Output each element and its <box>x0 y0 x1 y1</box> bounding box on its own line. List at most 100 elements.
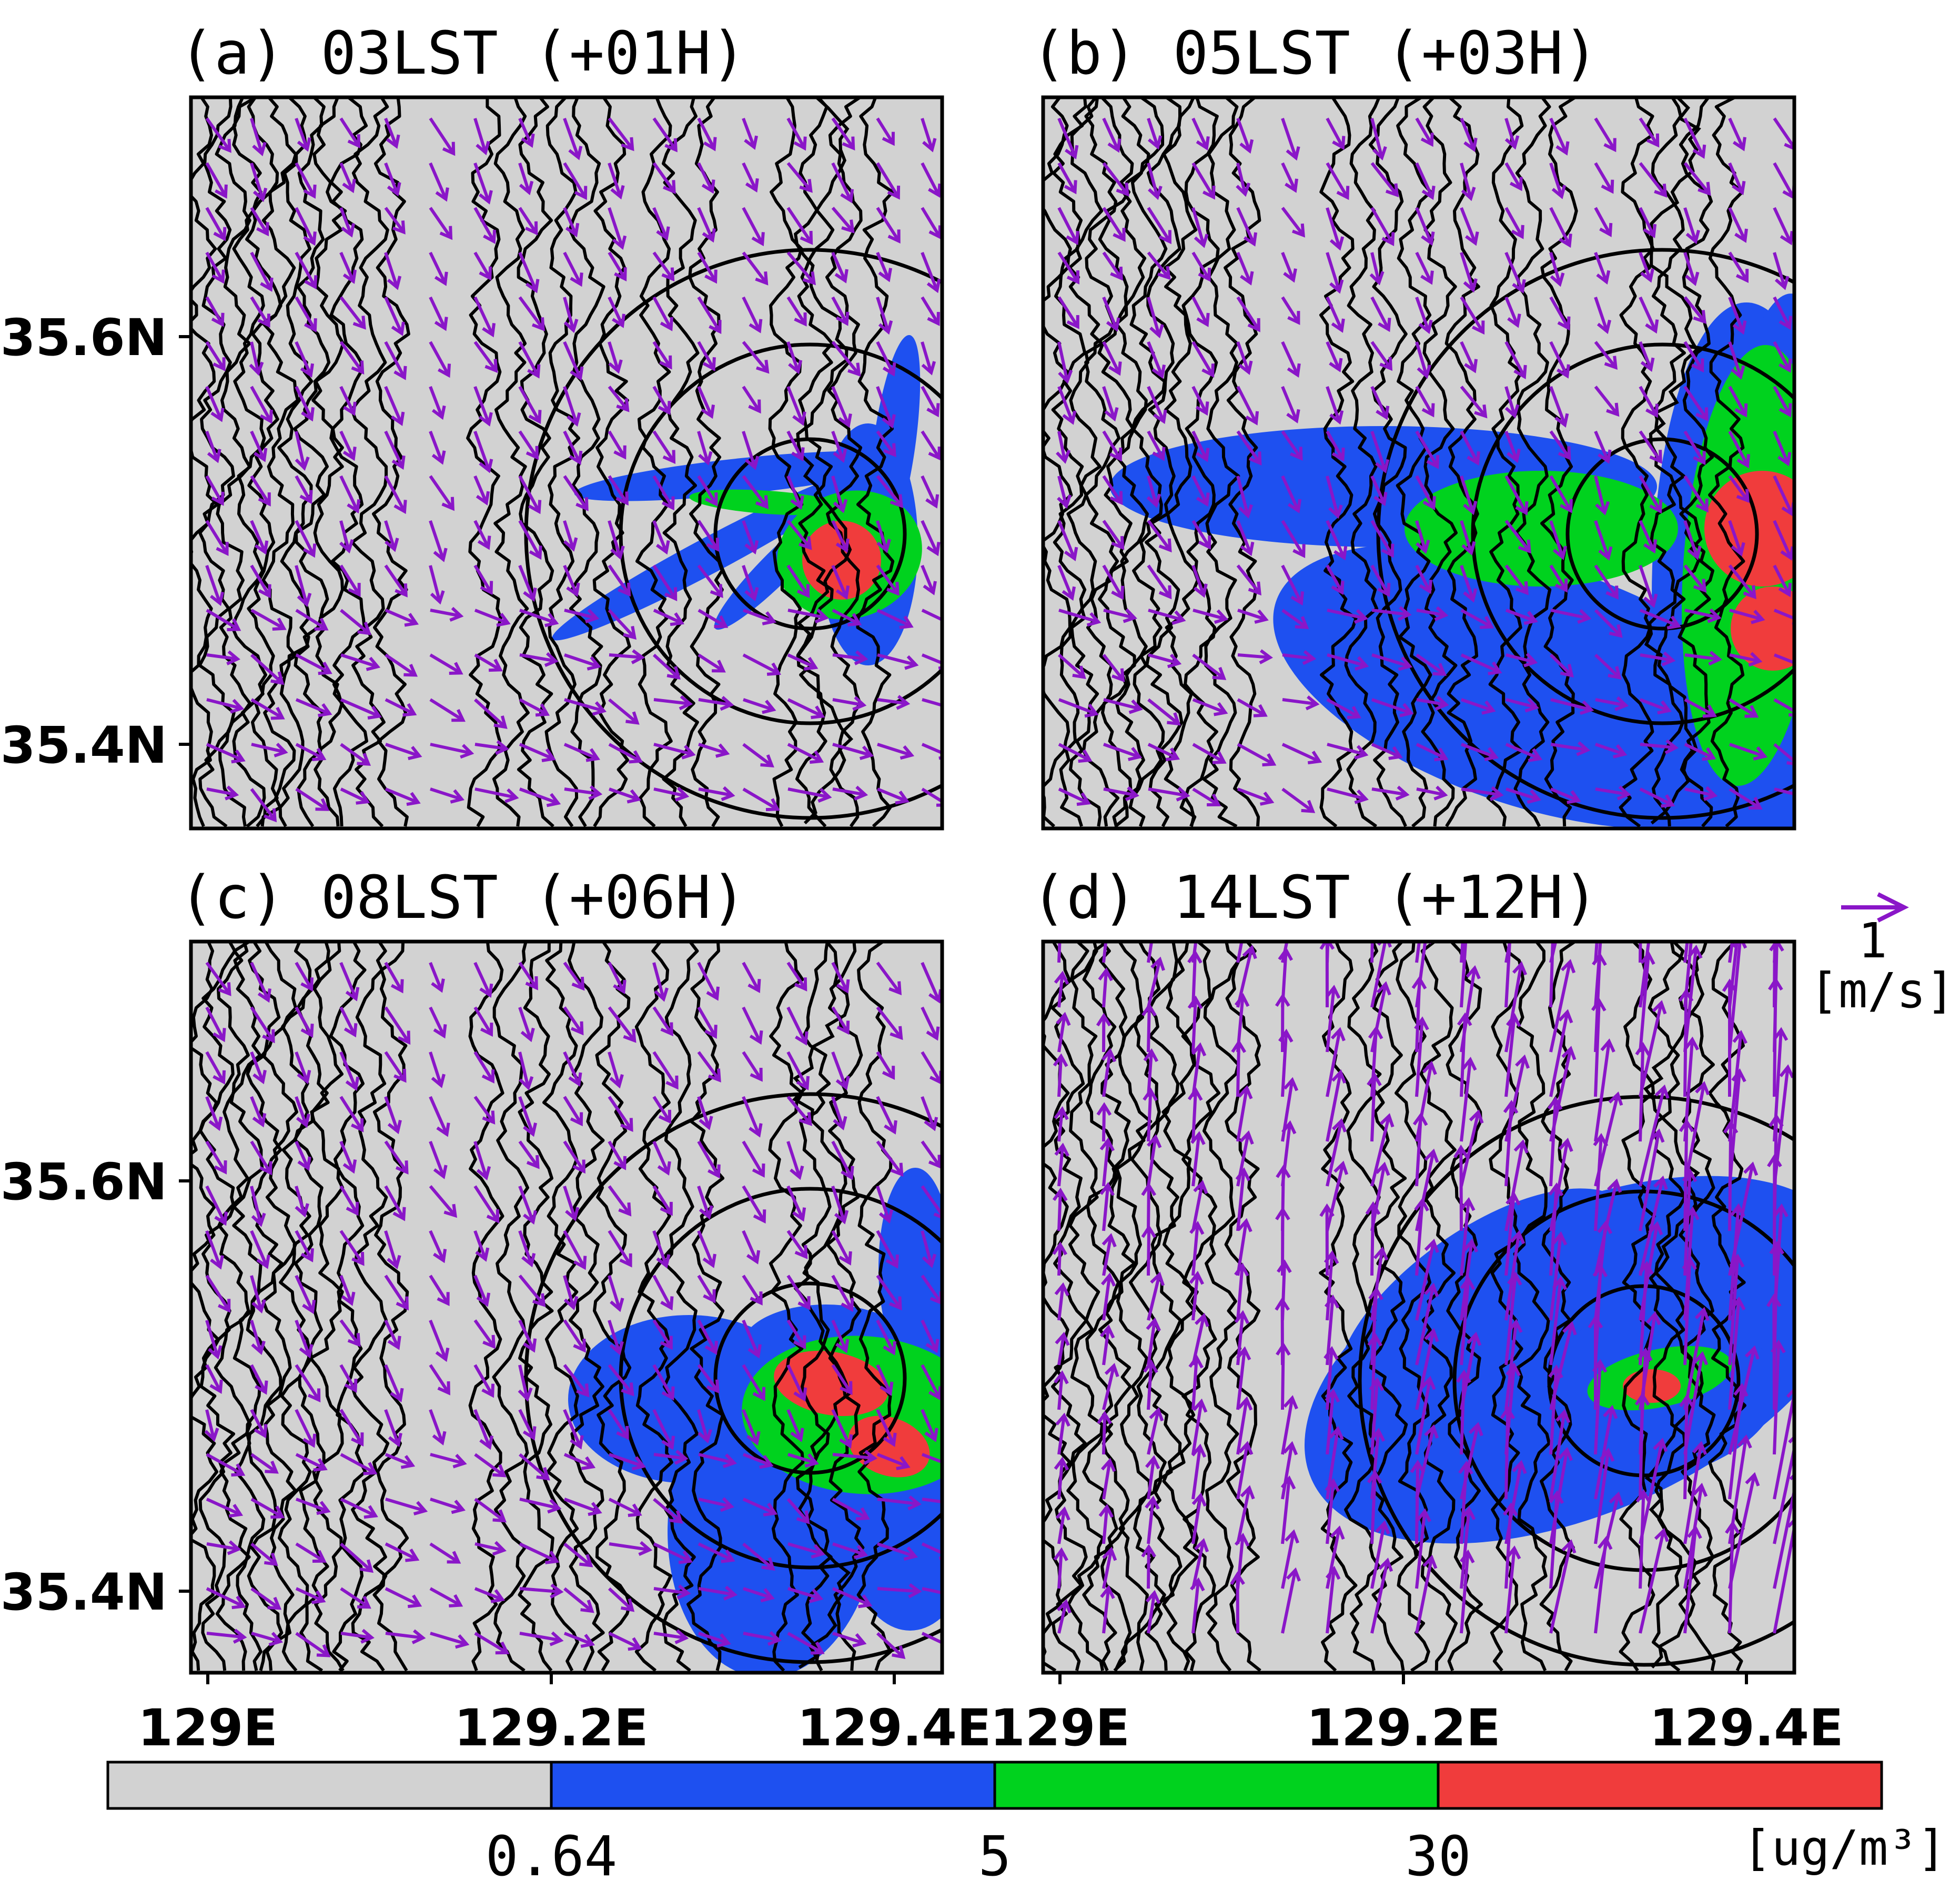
wind-vector-shaft <box>786 162 812 192</box>
wind-vector-shaft <box>876 297 890 332</box>
wind-vector-shaft <box>1058 787 1089 805</box>
wind-vector-shaft <box>250 341 260 373</box>
wind-vector <box>652 962 669 1002</box>
wind-vector-shaft <box>831 207 854 232</box>
wind-vector-head-icon <box>1187 949 1203 964</box>
wind-vector-head-icon <box>1377 583 1391 598</box>
wind-vector <box>652 1140 671 1176</box>
wind-vector-head-icon <box>570 366 584 381</box>
wind-vector-shaft <box>697 162 714 192</box>
wind-vector <box>877 743 915 760</box>
wind-vector <box>876 1632 906 1659</box>
wind-vector <box>1103 786 1139 801</box>
wind-vector <box>652 475 675 511</box>
wind-vector <box>1099 1182 1115 1231</box>
wind-vector-shaft <box>473 207 496 242</box>
wind-vector-shaft <box>1102 386 1116 419</box>
wind-vector-shaft <box>1370 431 1387 471</box>
wind-vector-head-icon <box>581 1456 596 1470</box>
wind-vector <box>831 564 850 600</box>
wind-vector <box>474 1587 506 1603</box>
wind-vector-head-icon <box>312 747 327 762</box>
wind-vector-head-icon <box>878 1209 894 1224</box>
wind-vector-shaft <box>295 962 313 990</box>
wind-vector-shaft <box>518 520 542 558</box>
wind-vector <box>429 1587 463 1607</box>
wind-vector-shaft <box>250 430 266 460</box>
wind-vector-head-icon <box>1737 1434 1752 1449</box>
wind-vector <box>876 1409 897 1447</box>
wind-vector-head-icon <box>836 979 850 994</box>
wind-vector-head-icon <box>1466 965 1481 979</box>
wind-vector-shaft <box>563 1453 594 1469</box>
wind-vector-head-icon <box>1695 407 1709 421</box>
wind-vector-shaft <box>697 1140 720 1177</box>
wind-vector <box>429 1409 447 1445</box>
wind-vector-shaft <box>250 1409 267 1437</box>
wind-vector <box>1684 743 1716 761</box>
wind-vector-head-icon <box>1732 320 1747 335</box>
wind-vector-head-icon <box>1463 500 1478 515</box>
wind-vector-head-icon <box>1654 1084 1670 1099</box>
wind-vector <box>339 1185 359 1216</box>
wind-vector-shaft <box>1281 430 1302 460</box>
wind-vector-shaft <box>1683 991 1688 1097</box>
wind-vector-shaft <box>384 520 396 550</box>
wind-vector-head-icon <box>1354 789 1369 804</box>
wind-vector-head-icon <box>1196 312 1210 327</box>
wind-vector <box>786 1006 809 1046</box>
wind-vector <box>563 743 600 762</box>
wind-vector-shaft <box>1057 520 1076 559</box>
wind-vector <box>831 1051 850 1090</box>
wind-vector-shaft <box>1147 1051 1153 1097</box>
wind-vector-shaft <box>295 743 325 760</box>
wind-vector-shaft <box>473 564 493 593</box>
wind-vector-head-icon <box>452 1453 467 1469</box>
wind-vector-shaft <box>1460 430 1479 464</box>
wind-vector-shaft <box>1147 341 1164 377</box>
wind-vector-shaft <box>1191 386 1208 414</box>
wind-vector-shaft <box>518 1051 530 1088</box>
wind-vector-head-icon <box>1506 1545 1521 1560</box>
wind-vector <box>384 1140 409 1175</box>
wind-vector <box>1147 1271 1165 1321</box>
wind-vector-shaft <box>206 1632 245 1639</box>
wind-vector-shaft <box>1236 430 1261 464</box>
wind-vector-shaft <box>1594 162 1614 193</box>
wind-vector-head-icon <box>479 266 492 281</box>
wind-vector-head-icon <box>1639 1260 1654 1275</box>
wind-vector-shaft <box>563 1006 583 1034</box>
wind-vector <box>1460 476 1478 515</box>
wind-vector <box>786 207 813 245</box>
wind-vector <box>1594 520 1613 561</box>
wind-vector-shaft <box>1728 386 1747 416</box>
wind-vector-shaft <box>429 565 441 602</box>
wind-vector <box>609 1453 646 1471</box>
wind-vector <box>1103 743 1143 761</box>
wind-vector-head-icon <box>1053 1547 1068 1562</box>
wind-vector-head-icon <box>262 1029 275 1044</box>
wind-vector-shaft <box>787 743 822 763</box>
wind-vector-head-icon <box>1434 606 1449 621</box>
wind-vector <box>1548 1182 1564 1276</box>
wind-vector <box>1191 1538 1209 1589</box>
wind-vector <box>742 1409 761 1446</box>
wind-vector-head-icon <box>1687 545 1702 560</box>
wind-vector <box>1281 1395 1298 1455</box>
wind-vector-shaft <box>1773 1342 1781 1455</box>
wind-vector-head-icon <box>1373 492 1388 507</box>
wind-vector <box>1281 251 1297 283</box>
wind-vector-shaft <box>1281 1532 1296 1589</box>
wind-vector-shaft <box>1594 251 1608 282</box>
wind-vector-head-icon <box>1395 785 1410 801</box>
wind-vector-shaft <box>786 1230 807 1258</box>
terrain-contour <box>245 97 282 827</box>
wind-vector-shaft <box>831 1140 853 1179</box>
wind-vector-shaft <box>1639 1492 1645 1589</box>
wind-vector <box>563 1096 583 1127</box>
wind-vector-shaft <box>608 1230 632 1266</box>
wind-vector-shaft <box>786 251 815 284</box>
wind-vector-shaft <box>1639 1045 1645 1142</box>
wind-vector <box>518 962 538 990</box>
wind-vector-shaft <box>563 564 578 595</box>
